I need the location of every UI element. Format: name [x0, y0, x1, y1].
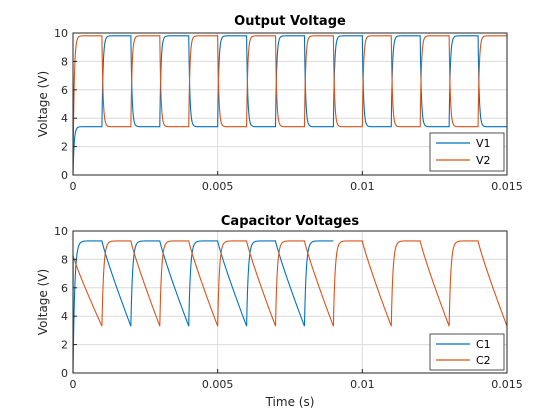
capacitor-voltages-legend[interactable]: C1 C2: [429, 333, 505, 371]
capacitor-voltages-frame: [72, 230, 508, 374]
capacitor-voltages-ytick-label: 10: [54, 225, 68, 238]
capacitor-voltages-xlabel: Time (s): [265, 395, 315, 409]
capacitor-voltages-xtick-label: 0.01: [350, 378, 375, 391]
output-voltage-xtick-label: 0.015: [491, 180, 523, 193]
legend-v2-label: V2: [476, 154, 491, 167]
capacitor-voltages-xtick-label: 0: [70, 378, 77, 391]
capacitor-voltages-ytick-label: 4: [61, 310, 68, 323]
capacitor-voltages-series-lines: [72, 240, 508, 374]
series-v2-line: [72, 35, 507, 176]
output-voltage-ytick-label: 0: [61, 169, 68, 182]
output-voltage-xtick-label: 0.01: [350, 180, 375, 193]
capacitor-voltages-ytick-label: 8: [61, 253, 68, 266]
legend-c2-label: C2: [476, 354, 491, 367]
output-voltage-xtick-label: 0: [70, 180, 77, 193]
output-voltage-legend-box: [429, 132, 505, 172]
output-voltage-ytick-label: 10: [54, 27, 68, 40]
output-voltage-ytick-label: 6: [61, 84, 68, 97]
capacitor-voltages-ticks: 0 0.005 0.01 0.015 0 2 4 6 8 10: [54, 225, 523, 391]
output-voltage-xtick-label: 0.005: [202, 180, 234, 193]
output-voltage-frame: [72, 32, 508, 176]
capacitor-voltages-xtick-label: 0.005: [202, 378, 234, 391]
output-voltage-ytick-label: 2: [61, 141, 68, 154]
capacitor-voltages-ytick-label: 6: [61, 282, 68, 295]
series-v1-line: [72, 35, 507, 176]
capacitor-voltages-title: Capacitor Voltages: [221, 214, 359, 229]
capacitor-voltages-axes: Capacitor Voltages 0 0.005 0.01 0.015 0 2 4 6 8 1…: [36, 214, 523, 409]
output-voltage-ytick-label: 8: [61, 55, 68, 68]
output-voltage-axes: Output Voltage 0 0.005 0.01 0.015 0 2 4 6 8 10 Vo…: [36, 14, 523, 193]
legend-v1-label: V1: [476, 137, 491, 150]
capacitor-voltages-legend-box: [429, 333, 505, 371]
series-c2-line: [72, 240, 508, 374]
output-voltage-series-lines: [72, 35, 507, 176]
capacitor-voltages-ylabel: Voltage (V): [36, 269, 50, 335]
capacitor-voltages-ytick-label: 2: [61, 339, 68, 352]
capacitor-voltages-ytick-label: 0: [61, 367, 68, 380]
output-voltage-ticks: 0 0.005 0.01 0.015 0 2 4 6 8 10: [54, 27, 523, 193]
capacitor-voltages-xtick-label: 0.015: [491, 378, 523, 391]
output-voltage-title: Output Voltage: [234, 14, 346, 29]
output-voltage-ytick-label: 4: [61, 112, 68, 125]
output-voltage-ylabel: Voltage (V): [36, 71, 50, 137]
output-voltage-legend[interactable]: V1 V2: [429, 132, 505, 172]
legend-c1-label: C1: [476, 338, 491, 351]
series-c1-line: [72, 240, 334, 374]
